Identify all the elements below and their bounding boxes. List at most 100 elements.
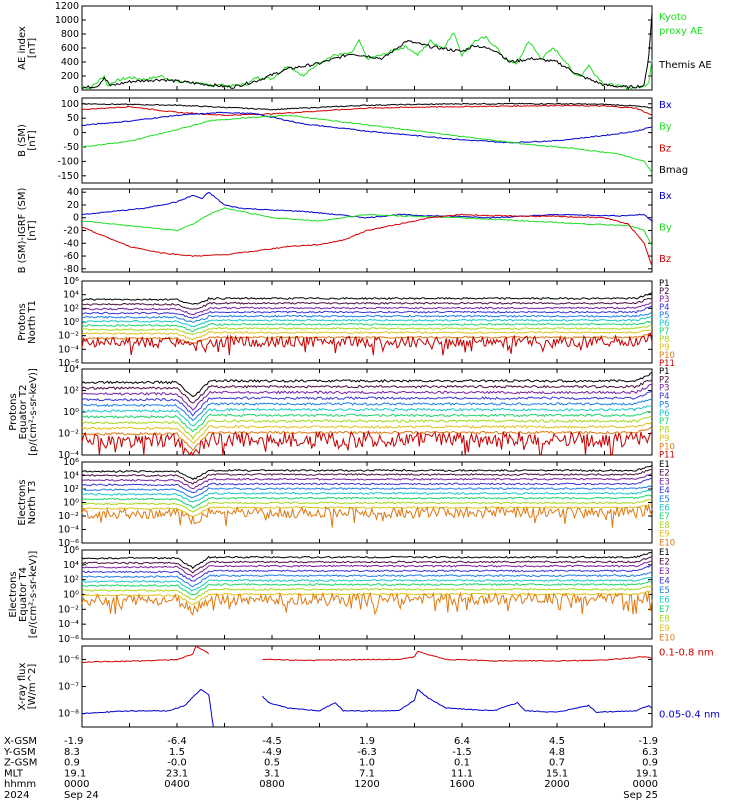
y-tick-label: 100 xyxy=(61,99,79,110)
ephemeris-value: 0800 xyxy=(259,779,284,790)
ephemeris-value: 3.1 xyxy=(264,768,280,779)
channel-line xyxy=(81,383,653,411)
y-tick-label: 1200 xyxy=(55,1,79,12)
legend-entry: E9 xyxy=(659,624,670,634)
ephemeris-value: 23.1 xyxy=(166,768,188,779)
legend-entry: P6 xyxy=(659,319,670,329)
ephemeris-value: 1.5 xyxy=(169,747,185,758)
channel-line xyxy=(81,477,653,494)
y-tick-label: 10⁰ xyxy=(63,317,79,328)
legend-entry: P4 xyxy=(659,303,670,313)
legend-entry: P3 xyxy=(659,295,670,305)
series-line xyxy=(81,12,653,90)
channel-line xyxy=(81,398,653,422)
channel-line xyxy=(81,504,653,528)
legend-entry: E2 xyxy=(659,469,670,479)
y-tick-label: -150 xyxy=(57,171,79,182)
ephemeris-value: 7.1 xyxy=(359,768,375,779)
y-tick-label: -100 xyxy=(57,156,79,167)
legend-entry: Bmag xyxy=(659,165,688,176)
ephemeris-value: Sep 24 xyxy=(64,790,99,800)
y-tick-label: 800 xyxy=(61,29,79,40)
legend-entry: E3 xyxy=(659,567,670,577)
legend-entry: P5 xyxy=(659,400,670,410)
ephemeris-value: 1.9 xyxy=(359,736,375,747)
panel-pe: 10⁴ 10² 10⁰ 10⁻² 10⁻⁴ Protons Equator T2 [p/(cm… xyxy=(8,364,675,461)
y-tick-label: 10⁶ xyxy=(63,457,79,468)
y-tick-label: 0 xyxy=(73,213,79,224)
y-tick-label: 10⁻² xyxy=(58,604,79,615)
ephemeris-value: 0.5 xyxy=(264,758,280,769)
panel-pn: 10⁶ 10⁴ 10² 10⁰ 10⁻² 10⁻⁴ 10⁻⁶ Protons North T1 P… xyxy=(17,276,675,369)
y-tick-label: 40 xyxy=(67,187,79,198)
legend-entry: 0.1-0.8 nm xyxy=(659,648,714,659)
y-tick-label: 1000 xyxy=(55,15,79,26)
legend-entry: Bx xyxy=(659,100,672,111)
legend-entry: P8 xyxy=(659,426,670,436)
legend-entry: P8 xyxy=(659,335,670,345)
ephemeris-value: -1.9 xyxy=(638,736,658,747)
channel-line xyxy=(81,410,653,433)
ephemeris-value: 0.9 xyxy=(642,758,658,769)
y-tick-label: 20 xyxy=(67,200,79,211)
y-tick-label: 50 xyxy=(67,113,79,124)
panel-frame xyxy=(81,645,653,728)
y-tick-label: 10² xyxy=(63,303,79,314)
y-tick-label: 0 xyxy=(73,85,79,96)
y-tick-label: 10⁻⁴ xyxy=(58,450,79,461)
legend-entry: 0.05-0.4 nm xyxy=(659,709,720,720)
channel-line xyxy=(81,324,653,336)
channel-line xyxy=(81,429,653,457)
y-tick-label: 10⁴ xyxy=(63,471,79,482)
channel-line xyxy=(81,590,653,606)
y-axis-label: [nT] xyxy=(27,130,38,150)
y-tick-label: 10⁻⁶ xyxy=(58,538,79,549)
y-tick-label: 600 xyxy=(61,43,79,54)
ephemeris-value: 1.0 xyxy=(359,758,375,769)
legend-entry: P11 xyxy=(659,451,675,461)
legend-entry: E1 xyxy=(659,460,670,470)
y-tick-label: -60 xyxy=(63,251,79,262)
channel-line xyxy=(81,329,653,341)
y-tick-label: 10⁻² xyxy=(58,331,79,342)
ephemeris-row-label: hhmm xyxy=(4,779,36,790)
legend-entry: E5 xyxy=(659,586,670,596)
legend-entry: By xyxy=(659,223,672,234)
y-axis-label: North T3 xyxy=(27,481,38,525)
ephemeris-value: -6.3 xyxy=(357,747,377,758)
y-axis-label: Electrons xyxy=(17,479,28,525)
y-axis-label: Equator T4 xyxy=(18,567,29,622)
series-line xyxy=(81,33,653,90)
channel-line xyxy=(81,464,653,481)
legend-entry: P11 xyxy=(659,359,675,369)
ephemeris-value: 19.1 xyxy=(64,768,86,779)
legend-entry: E10 xyxy=(659,634,675,644)
y-tick-label: -20 xyxy=(63,226,79,237)
legend-entry: E6 xyxy=(659,504,670,514)
ephemeris-value: 4.5 xyxy=(549,736,565,747)
legend-entry: By xyxy=(659,122,672,133)
y-tick-label: 0 xyxy=(73,128,79,139)
legend-entry: P2 xyxy=(659,287,670,297)
y-tick-label: -40 xyxy=(63,238,79,249)
channel-line xyxy=(81,591,653,616)
ephemeris-value: 0.1 xyxy=(454,758,470,769)
legend-entry: P3 xyxy=(659,384,670,394)
y-axis-label: AE index xyxy=(17,26,28,70)
legend-entry: P1 xyxy=(659,279,670,289)
legend-entry: P9 xyxy=(659,434,670,444)
y-tick-label: 10⁻⁶ xyxy=(58,655,79,666)
y-axis-label: [W/m^2] xyxy=(27,664,38,710)
y-tick-label: 10² xyxy=(63,386,79,397)
ephemeris-value: 0000 xyxy=(633,779,658,790)
y-axis-label: Protons xyxy=(17,303,28,340)
ephemeris-row-label: 2024 xyxy=(4,790,29,800)
legend-entry: proxy AE xyxy=(659,26,703,37)
legend-entry: P9 xyxy=(659,343,670,353)
legend-entry: P4 xyxy=(659,392,670,402)
ephemeris-value: 4.8 xyxy=(549,747,565,758)
series-line xyxy=(81,645,653,664)
y-tick-label: 10⁻⁶ xyxy=(58,358,79,369)
channel-line xyxy=(81,302,652,316)
